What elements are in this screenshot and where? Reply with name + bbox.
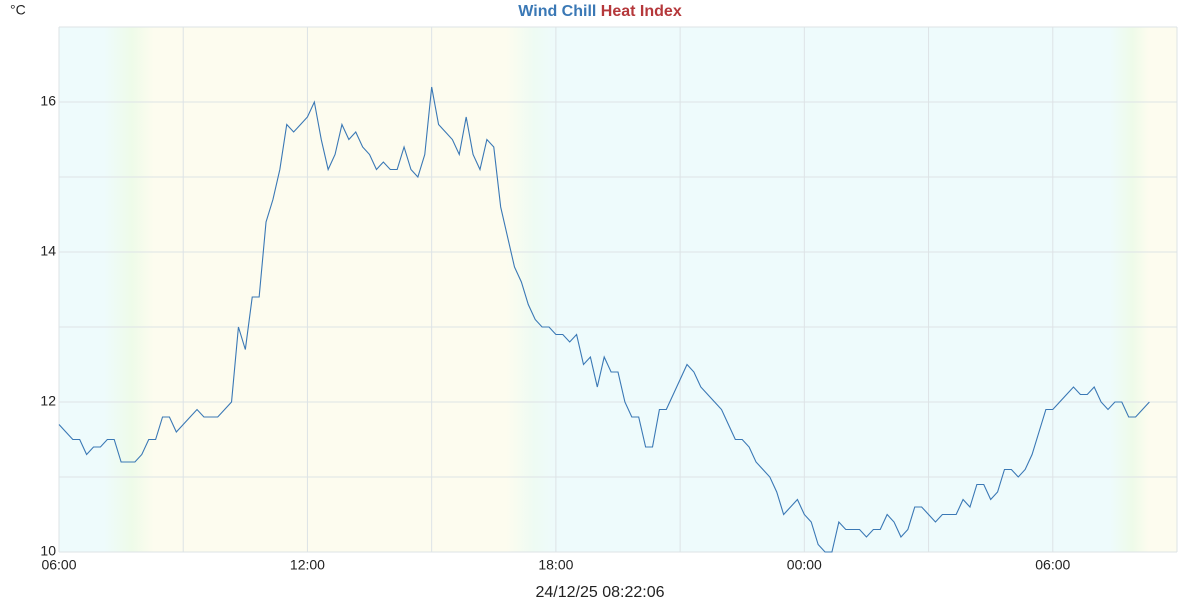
timestamp: 24/12/25 08:22:06: [535, 584, 664, 600]
x-tick-label: 18:00: [538, 557, 573, 573]
plot-background: [59, 27, 1177, 552]
legend: Wind Chill Heat Index: [518, 3, 682, 20]
x-tick-label: 06:00: [1035, 557, 1070, 573]
line: [58, 86, 1150, 553]
legend-entry: Heat Index: [601, 3, 682, 20]
grid: [58, 26, 1178, 553]
y-axis-unit: °C: [10, 2, 26, 18]
x-tick-label: 12:00: [290, 557, 325, 573]
y-tick-label: 14: [40, 243, 56, 259]
y-tick-label: 12: [40, 393, 56, 409]
y-tick-label: 10: [40, 543, 56, 559]
legend-entry: Wind Chill: [518, 3, 596, 20]
y-tick-label: 16: [40, 93, 56, 109]
x-tick-label: 00:00: [787, 557, 822, 573]
x-tick-label: 06:00: [41, 557, 76, 573]
